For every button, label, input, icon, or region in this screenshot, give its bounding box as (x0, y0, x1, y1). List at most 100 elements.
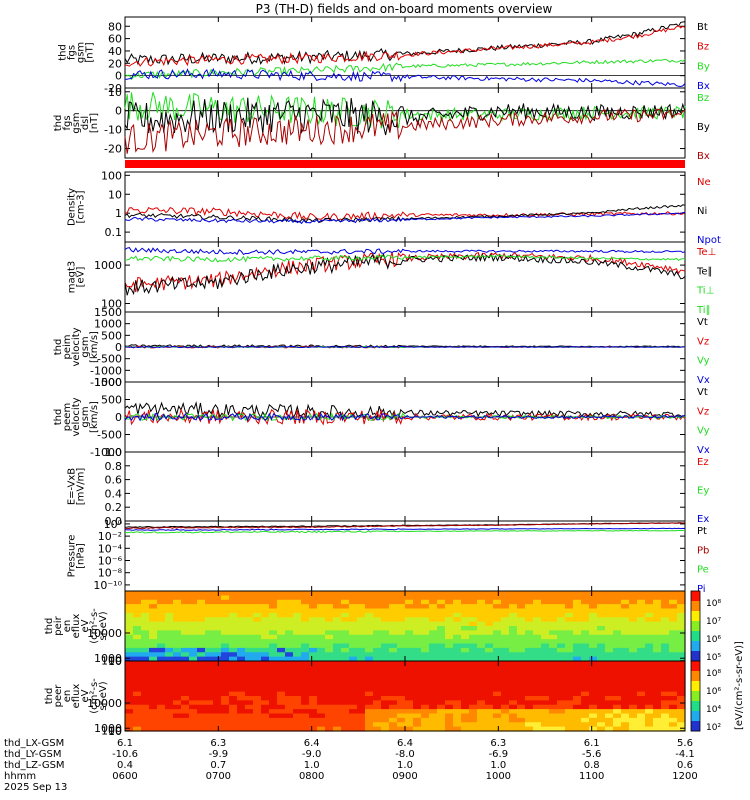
spectrogram-cell (125, 634, 134, 640)
spectrogram-cell (501, 704, 510, 710)
spectrogram-cell (157, 630, 166, 636)
spectrogram-cell (357, 687, 366, 693)
spectrogram-cell (221, 682, 230, 688)
spectrogram-cell (509, 612, 518, 618)
spectrogram-cell (229, 656, 238, 662)
spectrogram-cell (365, 591, 374, 596)
spectrogram-cell (189, 665, 198, 671)
spectrogram-cell (269, 630, 278, 636)
spectrogram-cell (437, 621, 446, 627)
colorbar-segment (691, 641, 700, 652)
spectrogram-cell (181, 621, 190, 627)
spectrogram-cell (469, 647, 478, 653)
spectrogram-cell (541, 709, 550, 715)
spectrogram-cell (333, 678, 342, 684)
spectrogram-cell (173, 647, 182, 653)
panel-peem_velocity: 10005000-500-1000thdpeemvelocitygsm[km/s… (53, 376, 710, 459)
spectrogram-cell (461, 643, 470, 649)
spectrogram-cell (493, 612, 502, 618)
spectrogram-cell (229, 612, 238, 618)
spectrogram-cell (453, 634, 462, 640)
x-row-label: thd_LX-GSM (4, 738, 64, 749)
spectrogram-cell (645, 665, 654, 671)
spectrogram-cell (125, 722, 134, 728)
spectrogram-cell (317, 652, 326, 658)
spectrogram-cell (405, 608, 414, 614)
spectrogram-cell (309, 713, 318, 719)
spectrogram-cell (133, 696, 142, 701)
spectrogram-cell (181, 647, 190, 653)
x-row-value: 6.4 (397, 738, 413, 749)
spectrogram-cell (413, 639, 422, 645)
spectrogram-cell (645, 630, 654, 636)
spectrogram-cell (405, 626, 414, 631)
spectrogram-cell (581, 617, 590, 623)
spectrogram-cell (309, 595, 318, 601)
spectrogram-cell (277, 696, 286, 701)
spectrogram-cell (221, 678, 230, 684)
spectrogram-cell (349, 608, 358, 614)
colorbar-tick-label: 10⁶ (706, 687, 721, 697)
spectrogram-cell (317, 639, 326, 645)
spectrogram-cell (197, 700, 206, 706)
spectrogram-cell (669, 726, 678, 732)
spectrogram-cell (213, 612, 222, 618)
spectrogram-cell (421, 682, 430, 688)
spectrogram-cell (365, 630, 374, 636)
spectrogram-cell (365, 652, 374, 658)
spectrogram-cell (381, 626, 390, 631)
legend-Vz: Vz (697, 406, 709, 417)
spectrogram-cell (333, 704, 342, 710)
spectrogram-cell (469, 643, 478, 649)
spectrogram-cell (149, 608, 158, 614)
spectrogram-cell (389, 617, 398, 623)
y-axis-label-line: en (62, 690, 73, 703)
spectrogram-cell (373, 717, 382, 723)
spectrogram-cell (141, 674, 150, 680)
spectrogram-cell (653, 682, 662, 688)
spectrogram-cell (405, 617, 414, 623)
spectrogram-cell (413, 726, 422, 732)
spectrogram-cell (157, 595, 166, 601)
spectrogram-cell (565, 656, 574, 662)
colorbar-segment (691, 701, 700, 712)
spectrogram-cell (549, 612, 558, 618)
spectrogram-cell (205, 717, 214, 723)
spectrogram-cell (661, 674, 670, 680)
spectrogram-cell (149, 634, 158, 640)
spectrogram-cell (653, 661, 662, 666)
spectrogram-cell (469, 669, 478, 675)
spectrogram-cell (421, 713, 430, 719)
spectrogram-cell (173, 604, 182, 610)
spectrogram-cell (309, 599, 318, 605)
spectrogram-cell (453, 717, 462, 723)
spectrogram-cell (573, 722, 582, 728)
spectrogram-cell (301, 722, 310, 728)
spectrogram-cell (125, 696, 134, 701)
y-tick-label: 100 (101, 169, 122, 182)
spectrogram-cell (317, 691, 326, 697)
spectrogram-cell (365, 709, 374, 715)
spectrogram-cell (469, 700, 478, 706)
spectrogram-cell (605, 643, 614, 649)
spectrogram-cell (317, 678, 326, 684)
legend-Ti⊥: Ti⊥ (696, 286, 714, 297)
spectrogram-cell (517, 604, 526, 610)
spectrogram-cell (605, 700, 614, 706)
spectrogram-cell (493, 599, 502, 605)
spectrogram-cell (589, 595, 598, 601)
spectrogram-cell (205, 621, 214, 627)
spectrogram-cell (525, 674, 534, 680)
spectrogram-cell (549, 599, 558, 605)
spectrogram-cell (405, 717, 414, 723)
y-tick-label: 0.2 (105, 501, 123, 514)
y-axis-label-line: Density (67, 188, 78, 226)
y-axis-label-line: peir (53, 615, 64, 635)
spectrogram-cell (213, 634, 222, 640)
spectrogram-cell (661, 713, 670, 719)
colorbar-tick-label: 10⁶ (706, 635, 721, 645)
spectrogram-cell (221, 656, 230, 662)
y-tick-label: -20 (104, 82, 122, 95)
spectrogram-cell (293, 647, 302, 653)
spectrogram-cell (557, 608, 566, 614)
